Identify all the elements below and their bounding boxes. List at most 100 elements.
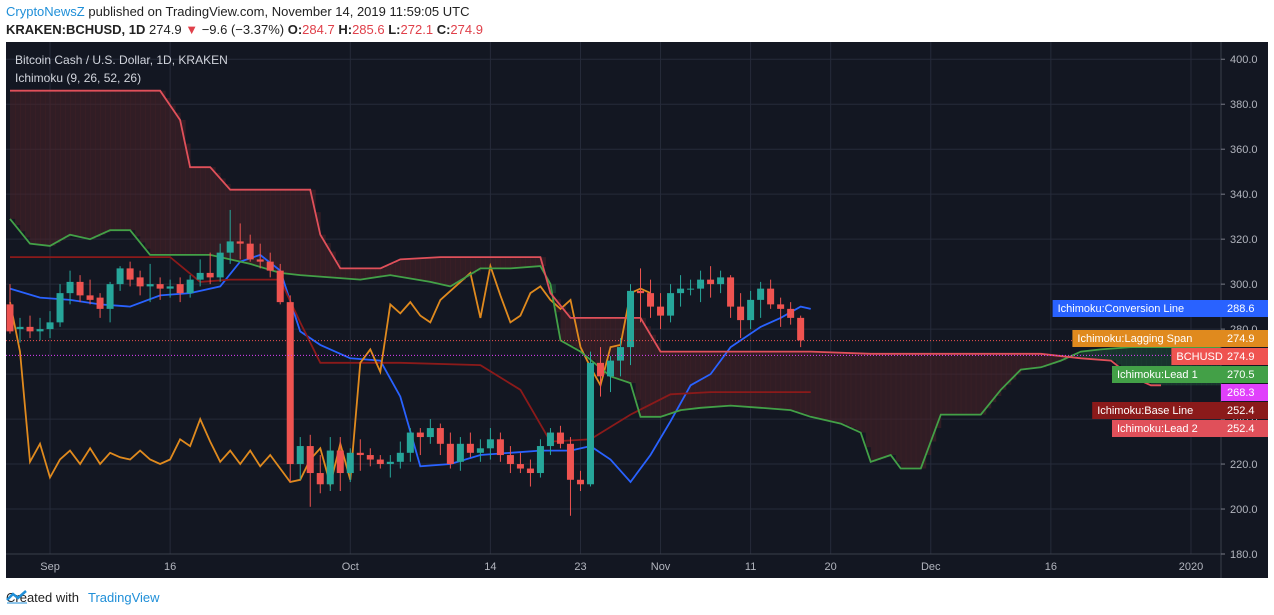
price-tag-name-bg bbox=[1171, 348, 1221, 365]
candle-body bbox=[166, 286, 174, 289]
candle-body bbox=[136, 277, 144, 287]
cloud-slice bbox=[1035, 353, 1042, 368]
cloud-slice bbox=[760, 351, 767, 408]
candle-body bbox=[717, 277, 725, 285]
candle-body bbox=[526, 468, 534, 474]
candle-body bbox=[366, 455, 374, 460]
candle-body bbox=[596, 362, 604, 377]
candle-body bbox=[516, 464, 524, 469]
cloud-slice bbox=[250, 189, 256, 264]
cloud-slice bbox=[1135, 347, 1142, 379]
cloud-slice bbox=[120, 90, 126, 231]
cloud-slice bbox=[1090, 350, 1097, 360]
cloud-slice bbox=[465, 257, 471, 278]
publish-line: CryptoNewsZ published on TradingView.com… bbox=[6, 4, 469, 19]
cloud-slice bbox=[275, 189, 281, 272]
cloud-slice bbox=[245, 189, 251, 263]
price-tag: 270.5 Ichimoku:Lead 1 bbox=[1112, 366, 1268, 383]
cloud-slice bbox=[350, 268, 356, 279]
price-tag-name: BCHUSD bbox=[1176, 351, 1223, 363]
cloud-slice bbox=[1020, 353, 1027, 370]
candle-body bbox=[256, 259, 264, 262]
x-axis[interactable]: Sep 16 Oct 14 23 Nov 11 20 Dec 16 2020 bbox=[6, 553, 1221, 573]
cloud-slice bbox=[40, 90, 46, 245]
cloud-slice bbox=[960, 353, 967, 415]
price-tag: 252.4 Ichimoku:Base Line bbox=[1092, 402, 1268, 419]
candle-body bbox=[486, 439, 494, 449]
cloud-slice bbox=[1140, 347, 1147, 381]
cloud-slice bbox=[270, 189, 276, 270]
cloud-slice bbox=[565, 311, 571, 344]
chart-svg[interactable]: 400.0380.0360.0340.0320.0300.0280.0260.0… bbox=[6, 42, 1268, 578]
cloud-slice bbox=[70, 90, 76, 235]
cloud-slice bbox=[665, 351, 672, 416]
price-tag-name: Ichimoku:Lagging Span bbox=[1077, 333, 1192, 345]
cloud-slice bbox=[175, 112, 181, 255]
cloud-slice bbox=[645, 326, 652, 417]
cloud-slice bbox=[755, 351, 762, 408]
candle-body bbox=[466, 443, 474, 453]
cloud-slice bbox=[1005, 353, 1012, 385]
price-tag-value-bg bbox=[1221, 402, 1268, 419]
x-tick-label: 16 bbox=[164, 561, 176, 573]
candle-body bbox=[797, 317, 805, 341]
candle-body bbox=[546, 432, 554, 447]
cloud-slice bbox=[330, 251, 336, 278]
cloud-slice bbox=[375, 268, 381, 278]
cloud-slice bbox=[135, 90, 141, 237]
close-key: C: bbox=[436, 22, 451, 37]
candle-body bbox=[106, 284, 114, 309]
candle-body bbox=[196, 272, 204, 280]
y-tick-label: 220.0 bbox=[1230, 459, 1258, 471]
x-tick-label: 16 bbox=[1045, 561, 1057, 573]
cloud-slice bbox=[1050, 354, 1057, 364]
y-tick-label: 320.0 bbox=[1230, 234, 1258, 246]
cloud-slice bbox=[285, 189, 291, 274]
cloud-slice bbox=[495, 257, 501, 269]
candle-body bbox=[216, 252, 224, 278]
series-line-ichimoku-conversion-line bbox=[9, 253, 811, 484]
cloud-slice bbox=[915, 353, 922, 469]
cloud-slice bbox=[65, 90, 71, 238]
cloud-slice bbox=[1060, 356, 1067, 361]
cloud-slice bbox=[470, 257, 476, 275]
cloud-slice bbox=[880, 353, 887, 459]
chart-panel[interactable]: 400.0380.0360.0340.0320.0300.0280.0260.0… bbox=[6, 42, 1268, 578]
cloud-slice bbox=[1015, 353, 1022, 375]
cloud-slice bbox=[580, 317, 586, 352]
cloud-slice bbox=[895, 353, 902, 462]
cloud-slice bbox=[1145, 347, 1152, 384]
cloud-slice bbox=[220, 178, 226, 258]
cloud-slice bbox=[705, 351, 712, 408]
candle-body bbox=[276, 270, 284, 303]
cloud-slice bbox=[225, 184, 231, 259]
candle-body bbox=[326, 450, 334, 485]
price-tag-name-bg bbox=[1112, 366, 1221, 383]
cloud-slice bbox=[15, 90, 21, 226]
candle-body bbox=[757, 288, 765, 300]
cloud-slice bbox=[650, 334, 657, 417]
cloud-slice bbox=[315, 212, 321, 277]
candle-body bbox=[707, 279, 715, 285]
cloud-slice bbox=[775, 351, 782, 409]
cloud-slice bbox=[160, 90, 166, 255]
cloud-slice bbox=[215, 172, 221, 257]
cloud-slice bbox=[440, 257, 446, 285]
cloud-slice bbox=[870, 353, 877, 462]
cloud-slice bbox=[1085, 351, 1092, 359]
cloud-slice bbox=[355, 268, 361, 280]
cloud-slice bbox=[940, 353, 947, 415]
tradingview-link[interactable]: TradingView bbox=[88, 590, 160, 605]
author-name[interactable]: CryptoNewsZ bbox=[6, 4, 85, 19]
cloud-slice bbox=[1040, 353, 1047, 368]
cloud-slice bbox=[670, 351, 677, 414]
cloud-slice bbox=[950, 353, 957, 415]
cloud-slice bbox=[435, 257, 441, 284]
cloud-slice bbox=[305, 189, 311, 276]
cloud-slice bbox=[35, 90, 41, 245]
candle-body bbox=[336, 450, 344, 474]
cloud-slice bbox=[105, 90, 111, 233]
candle-body bbox=[647, 293, 655, 307]
candle-body bbox=[687, 288, 695, 290]
y-tick-label: 300.0 bbox=[1230, 279, 1258, 291]
